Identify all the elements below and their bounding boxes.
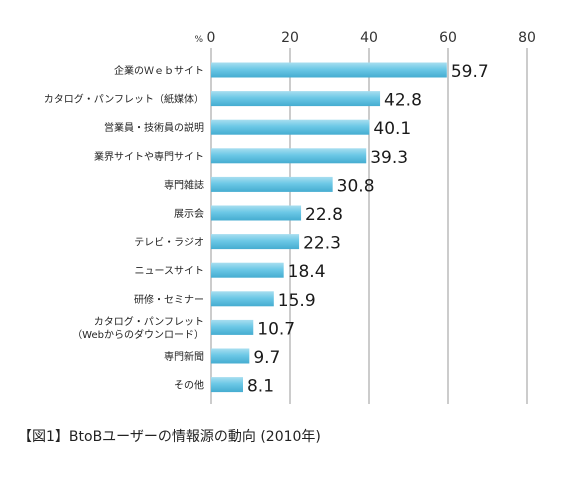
- value-label: 42.8: [384, 91, 422, 111]
- value-label: 39.3: [370, 148, 408, 168]
- bar: [211, 348, 250, 364]
- bar: [211, 176, 333, 192]
- bar: [211, 91, 381, 107]
- value-labels: 59.7 42.8 40.1 39.3 30.8 22.8 22.3 18.4 15.9 10.7…: [247, 62, 489, 397]
- bar: [211, 291, 274, 307]
- category-label: テレビ・ラジオ: [134, 237, 204, 249]
- category-label: 専門雑誌: [164, 178, 204, 191]
- category-label: カタログ・パンフレット: [94, 315, 204, 328]
- x-axis-unit: %: [194, 35, 203, 45]
- bar: [211, 205, 302, 221]
- bar: [211, 319, 254, 335]
- x-tick-label: 20: [281, 30, 299, 46]
- bar: [211, 234, 300, 250]
- category-label: （Webからのダウンロード）: [72, 328, 204, 341]
- x-tick-label: 0: [207, 30, 216, 46]
- value-label: 18.4: [288, 262, 326, 282]
- bar: [211, 62, 447, 78]
- x-tick-label: 40: [360, 30, 378, 46]
- x-tick-label: 60: [439, 30, 457, 46]
- value-label: 8.1: [247, 377, 274, 397]
- bar: [211, 377, 243, 393]
- value-label: 10.7: [257, 319, 295, 339]
- bars: [211, 62, 447, 393]
- x-tick-label: 80: [518, 30, 536, 46]
- bar: [211, 119, 370, 135]
- category-label: 専門新聞: [164, 350, 204, 363]
- value-label: 59.7: [451, 62, 489, 82]
- category-label: 研修・セミナー: [134, 293, 204, 306]
- category-label: ニュースサイト: [135, 265, 205, 277]
- category-label: 営業員・技術員の説明: [104, 121, 204, 134]
- category-label: 展示会: [174, 207, 204, 220]
- value-label: 30.8: [337, 176, 375, 196]
- value-label: 15.9: [278, 291, 316, 311]
- value-label: 9.7: [253, 348, 280, 368]
- value-label: 22.3: [303, 234, 341, 254]
- category-label: その他: [174, 379, 204, 392]
- x-axis: 0 20 40 60 80%: [194, 30, 535, 46]
- category-label: 業界サイトや専門サイト: [94, 150, 204, 163]
- value-label: 22.8: [305, 205, 343, 225]
- value-label: 40.1: [373, 119, 411, 139]
- category-label: 企業のＷｅｂサイト: [114, 64, 204, 77]
- figure-caption: 【図1】BtoBユーザーの情報源の動向 (2010年): [18, 429, 321, 445]
- gridlines: [210, 48, 528, 404]
- bar: [211, 262, 284, 278]
- category-label: カタログ・パンフレット（紙媒体）: [44, 93, 204, 106]
- bar: [211, 148, 367, 164]
